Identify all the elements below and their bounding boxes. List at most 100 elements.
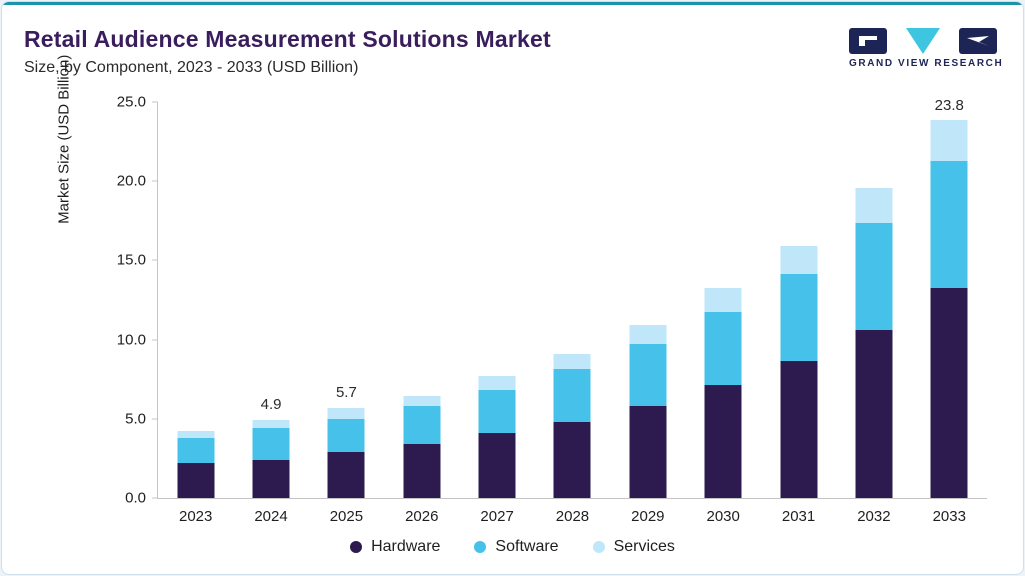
bar-column-2030: 2030 bbox=[686, 102, 761, 525]
x-axis-tick-label: 2032 bbox=[857, 508, 891, 525]
legend-label: Services bbox=[613, 538, 675, 555]
bar-segment-hardware bbox=[704, 385, 742, 498]
stacked-bar bbox=[403, 396, 441, 498]
y-axis-tick-mark bbox=[152, 259, 158, 261]
stacked-bar bbox=[252, 420, 290, 498]
grand-view-research-logo: GRAND VIEW RESEARCH bbox=[849, 28, 1004, 69]
stacked-bar bbox=[327, 407, 365, 498]
y-axis-tick-label: 0.0 bbox=[125, 489, 146, 507]
x-axis-tick-label: 2025 bbox=[329, 508, 364, 525]
bar-column-2025: 5.7 2025 bbox=[309, 102, 384, 525]
bar-column-2032: 2032 bbox=[836, 102, 911, 525]
y-axis-tick-label: 15.0 bbox=[116, 251, 146, 269]
stacked-bar bbox=[478, 375, 516, 498]
x-axis-tick-label: 2028 bbox=[555, 508, 590, 525]
bar-column-2033: 23.8 2033 bbox=[912, 97, 987, 525]
legend-item-software: Software bbox=[474, 538, 559, 556]
bar-segment-software bbox=[478, 390, 516, 433]
page-title: Retail Audience Measurement Solutions Ma… bbox=[24, 26, 551, 52]
bar-segment-software bbox=[403, 405, 441, 445]
bar-segment-hardware bbox=[327, 451, 365, 498]
bar-segment-hardware bbox=[780, 361, 818, 498]
bar-segment-services bbox=[177, 431, 215, 438]
bar-segment-services bbox=[855, 188, 893, 224]
bar-segment-hardware bbox=[252, 459, 290, 498]
x-axis-tick-label: 2026 bbox=[405, 508, 439, 525]
stacked-bar bbox=[553, 353, 591, 498]
logo-mark-v-icon bbox=[906, 28, 940, 54]
bar-total-label: 5.7 bbox=[335, 383, 357, 401]
bar-segment-software bbox=[553, 369, 591, 422]
bar-segment-services bbox=[403, 396, 441, 406]
bar-segment-services bbox=[629, 324, 667, 344]
stacked-bar bbox=[930, 120, 968, 498]
bar-segment-services bbox=[780, 245, 818, 275]
bar-segment-hardware bbox=[629, 405, 667, 498]
y-axis-tick-mark bbox=[152, 339, 158, 341]
bar-segment-software bbox=[177, 437, 215, 464]
x-axis-tick-label: 2033 bbox=[932, 508, 966, 525]
bar-segment-software bbox=[704, 312, 742, 386]
bar-segment-hardware bbox=[177, 463, 215, 498]
stacked-bar bbox=[780, 245, 818, 498]
logo-marks bbox=[849, 28, 997, 54]
y-axis-tick-mark bbox=[152, 497, 158, 499]
bar-segment-services bbox=[478, 375, 516, 391]
bar-segment-services bbox=[930, 120, 968, 162]
x-axis-tick-label: 2029 bbox=[631, 508, 665, 525]
bar-segment-software bbox=[855, 223, 893, 330]
bar-segment-software bbox=[780, 274, 818, 362]
bar-segment-hardware bbox=[855, 329, 893, 498]
bar-segment-hardware bbox=[403, 444, 441, 498]
plot-area: 0.0 5.0 10.0 15.0 20.0 25.0 2023 4.9 2024 5.7 2025… bbox=[117, 94, 987, 525]
bar-segment-services bbox=[704, 288, 742, 313]
bar-column-2028: 2028 bbox=[535, 102, 610, 525]
x-axis-tick-label: 2023 bbox=[178, 508, 213, 525]
logo-mark-r-icon bbox=[959, 28, 997, 54]
bar-column-2027: 2027 bbox=[459, 102, 534, 525]
bar-column-2029: 2029 bbox=[610, 102, 685, 525]
legend-item-hardware: Hardware bbox=[350, 538, 440, 556]
bar-segment-hardware bbox=[930, 288, 968, 498]
bar-column-2031: 2031 bbox=[761, 102, 836, 525]
stacked-bar bbox=[704, 288, 742, 498]
legend-dot-icon bbox=[592, 541, 605, 553]
x-axis-tick-label: 2027 bbox=[480, 508, 514, 525]
chart-header: Retail Audience Measurement Solutions Ma… bbox=[24, 26, 551, 77]
bar-segment-hardware bbox=[478, 432, 516, 498]
page-subtitle: Size, by Component, 2023 - 2033 (USD Bil… bbox=[24, 59, 359, 76]
y-axis-tick-mark bbox=[152, 101, 158, 103]
y-axis-tick-label: 10.0 bbox=[116, 331, 146, 349]
stacked-bar bbox=[177, 431, 215, 498]
stacked-bar bbox=[629, 324, 667, 498]
legend-dot-icon bbox=[350, 541, 363, 553]
bar-segment-software bbox=[252, 428, 290, 460]
bar-segment-services bbox=[553, 353, 591, 370]
logo-mark-g-icon bbox=[849, 28, 887, 54]
x-axis-tick-label: 2031 bbox=[781, 508, 816, 525]
legend-label: Software bbox=[495, 538, 559, 555]
top-accent-line bbox=[2, 2, 1023, 5]
bar-segment-services bbox=[252, 420, 290, 429]
y-axis-tick-label: 20.0 bbox=[116, 172, 146, 190]
chart-legend: Hardware Software Services bbox=[2, 538, 1023, 556]
legend-dot-icon bbox=[474, 541, 487, 553]
bar-segment-software bbox=[930, 161, 968, 289]
bar-segment-software bbox=[629, 343, 667, 406]
legend-label: Hardware bbox=[371, 538, 441, 555]
y-axis-tick-mark bbox=[152, 180, 158, 182]
bar-column-2023: 2023 bbox=[158, 102, 233, 525]
x-axis-tick-label: 2024 bbox=[254, 508, 288, 525]
y-axis-tick-label: 25.0 bbox=[116, 93, 146, 111]
y-axis-tick-mark bbox=[152, 418, 158, 420]
legend-item-services: Services bbox=[592, 538, 675, 556]
bar-segment-services bbox=[327, 407, 365, 419]
bar-column-2026: 2026 bbox=[384, 102, 459, 525]
stacked-bar bbox=[855, 188, 893, 498]
bar-total-label: 23.8 bbox=[934, 97, 964, 115]
bar-column-2024: 4.9 2024 bbox=[233, 102, 308, 525]
bar-segment-hardware bbox=[553, 421, 591, 498]
logo-text: GRAND VIEW RESEARCH bbox=[849, 58, 1004, 69]
bar-segment-software bbox=[327, 418, 365, 452]
